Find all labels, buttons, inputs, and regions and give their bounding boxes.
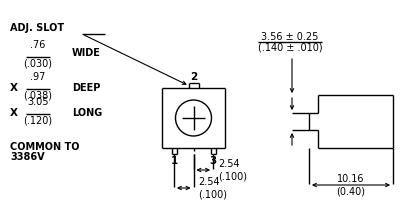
Text: (0.40): (0.40) [336,186,366,196]
Text: COMMON TO: COMMON TO [10,142,80,152]
Text: 10.16: 10.16 [337,174,365,184]
Text: 2.54: 2.54 [198,177,220,187]
Text: LONG: LONG [72,108,102,118]
Text: (.140 ± .010): (.140 ± .010) [258,43,322,53]
Text: X: X [10,108,18,118]
Text: 2.54: 2.54 [218,159,240,169]
Text: ADJ. SLOT: ADJ. SLOT [10,23,64,33]
Text: DEEP: DEEP [72,83,100,93]
Text: (.100): (.100) [198,189,228,199]
Text: 3386V: 3386V [10,152,45,162]
Text: X: X [10,83,18,93]
Text: WIDE: WIDE [72,48,101,58]
Text: (.030): (.030) [24,58,52,68]
Text: (.038): (.038) [24,90,52,100]
Text: 2: 2 [190,72,197,82]
Text: 3.05: 3.05 [27,97,49,107]
Text: 3.56 ± 0.25: 3.56 ± 0.25 [261,32,319,42]
Text: 1: 1 [170,156,178,166]
Text: .97: .97 [30,72,46,82]
Text: 3: 3 [209,156,217,166]
Text: (.120): (.120) [24,115,52,125]
Text: (.100): (.100) [218,171,247,181]
Text: .76: .76 [30,40,46,50]
